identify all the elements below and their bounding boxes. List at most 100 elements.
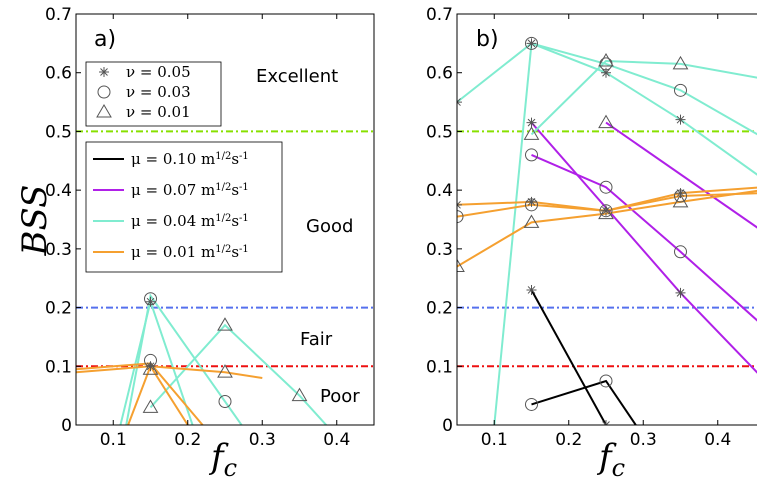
x-tick-label: 0.1	[481, 430, 508, 450]
legend-mu-004: μ = 0.04 m1/2s-1	[131, 212, 249, 230]
y-tick-label: 0.4	[45, 181, 72, 201]
series-legend: μ = 0.10 m1/2s-1 μ = 0.07 m1/2s-1 μ = 0.…	[85, 141, 283, 273]
data-marker	[601, 67, 611, 78]
data-marker	[526, 38, 537, 49]
data-marker	[672, 193, 689, 208]
series-line	[530, 59, 757, 136]
series-line	[605, 121, 757, 229]
y-axis-label: BSS	[15, 185, 55, 257]
y-tick-label: 0.7	[426, 5, 453, 25]
threshold-lines-a	[76, 130, 374, 368]
data-marker	[525, 148, 538, 162]
data-marker	[526, 117, 537, 128]
legend-mu-001: μ = 0.01 m1/2s-1	[131, 243, 249, 261]
y-tick-label: 0.3	[45, 240, 72, 260]
data-marker	[526, 284, 537, 295]
panel-label-b: b)	[476, 27, 499, 52]
data-marker	[598, 205, 614, 220]
x-tick-label: 0.2	[174, 430, 201, 450]
data-marker	[526, 196, 537, 207]
y-tick-label: 0.4	[426, 181, 453, 201]
data-marker	[599, 374, 613, 388]
zone-label-excellent: Excellent	[256, 66, 338, 87]
data-marker	[218, 395, 232, 409]
legend-marker-circle	[97, 85, 111, 99]
data-marker	[457, 210, 464, 224]
data-marker	[525, 397, 538, 411]
data-marker	[672, 55, 689, 70]
data-marker	[523, 214, 540, 228]
x-tick-label: 0.3	[249, 430, 276, 450]
data-marker	[601, 205, 611, 216]
zone-label-good: Good	[306, 216, 353, 237]
y-tick-label: 0.2	[426, 299, 453, 319]
data-marker	[599, 204, 613, 218]
plot-area-b	[457, 14, 757, 425]
data-marker	[674, 245, 687, 259]
markers-b	[457, 36, 689, 425]
panel-a: 0.1 0.2 0.3 0.4 0 0.1 0.2 0.3 0.4 0.5 0.6 0.7 a) Ex…	[15, 5, 375, 477]
data-marker	[675, 114, 686, 125]
legend-marker-triangle	[96, 104, 112, 118]
data-marker	[525, 36, 538, 50]
markers-a	[142, 292, 308, 413]
legend-mu-007: μ = 0.07 m1/2s-1	[131, 181, 249, 199]
series-legend-box	[85, 141, 283, 273]
threshold-lines-b	[457, 130, 757, 368]
y-tick-label: 0.3	[426, 240, 453, 260]
y-tick-label: 0.1	[426, 357, 453, 377]
legend-marker-star	[99, 67, 109, 77]
series-line	[531, 153, 757, 322]
series-line	[149, 323, 328, 425]
x-tick-label: 0.1	[100, 430, 127, 450]
marker-legend-box	[85, 61, 222, 127]
panel-label-a: a)	[94, 27, 116, 52]
series-line	[530, 289, 607, 425]
y-tick-label: 0.5	[45, 122, 72, 142]
marker-legend-symbols	[96, 67, 112, 118]
ticks-a: 0.1 0.2 0.3 0.4 0 0.1 0.2 0.3 0.4 0.5 0.6 0.7	[45, 5, 350, 450]
x-tick-label: 0.4	[704, 430, 731, 450]
legend-nu-005: ν = 0.05	[126, 63, 191, 81]
series-line	[531, 379, 637, 425]
data-marker	[523, 126, 540, 140]
data-marker	[457, 258, 465, 272]
ticks-b: 0.1 0.2 0.3 0.4 0 0.1 0.2 0.3 0.4 0.5 0.6 0.7	[426, 5, 731, 450]
data-marker	[675, 287, 686, 298]
panel-b: 0.1 0.2 0.3 0.4 0 0.1 0.2 0.3 0.4 0.5 0.6 0.7 b) fc	[426, 5, 757, 477]
data-marker	[675, 188, 686, 199]
axes-frame-b	[456, 13, 757, 426]
y-tick-label: 0.6	[426, 64, 453, 84]
data-marker	[598, 114, 614, 129]
data-marker	[674, 189, 687, 203]
y-tick-label: 0	[442, 416, 453, 436]
legend-nu-003: ν = 0.03	[126, 83, 191, 101]
series-line	[76, 365, 263, 379]
y-tick-label: 0.7	[45, 5, 72, 25]
y-tick-label: 0.1	[45, 357, 72, 377]
x-tick-label: 0.2	[555, 430, 582, 450]
series-line	[125, 293, 243, 425]
zone-label-poor: Poor	[320, 386, 360, 407]
data-marker	[145, 361, 156, 372]
data-marker	[291, 387, 308, 402]
marker-legend: ν = 0.05 ν = 0.03 ν = 0.01	[85, 61, 222, 127]
y-tick-label: 0.6	[45, 64, 72, 84]
data-marker	[142, 399, 159, 413]
series-line	[493, 42, 757, 425]
legend-mu-010: μ = 0.10 m1/2s-1	[131, 150, 249, 168]
data-marker	[674, 83, 687, 97]
legend-nu-001: ν = 0.01	[126, 103, 191, 121]
axes-frame-a	[75, 13, 375, 426]
series-legend-swatches	[93, 158, 124, 253]
data-marker	[217, 364, 233, 378]
data-marker	[525, 198, 538, 212]
x-axis-label-a: fc	[208, 437, 237, 477]
zone-label-fair: Fair	[300, 329, 333, 350]
y-tick-label: 0	[61, 416, 72, 436]
data-marker	[142, 361, 159, 375]
y-tick-label: 0.2	[45, 299, 72, 319]
y-tick-label: 0.5	[426, 122, 453, 142]
x-tick-label: 0.3	[630, 430, 657, 450]
